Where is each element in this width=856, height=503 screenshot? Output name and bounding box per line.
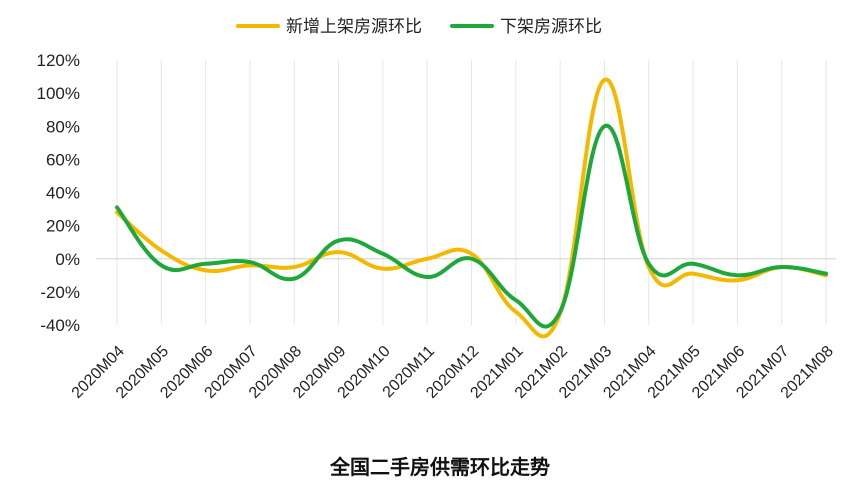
chart-title: 全国二手房供需环比走势 — [329, 455, 550, 479]
legend: 新增上架房源环比 下架房源环比 — [236, 17, 602, 37]
y-tick-label: 100% — [37, 84, 80, 103]
y-tick-label: 0% — [55, 250, 80, 269]
y-tick-label: 60% — [46, 150, 80, 169]
series-layer — [115, 77, 828, 339]
series-line-new-listings — [115, 77, 828, 339]
y-tick-label: 20% — [46, 217, 80, 236]
legend-label-delisted: 下架房源环比 — [500, 17, 602, 37]
y-tick-label: 40% — [46, 184, 80, 203]
y-tick-label: -40% — [40, 316, 80, 335]
grid — [96, 60, 836, 325]
y-tick-label: -20% — [40, 283, 80, 302]
y-axis-ticks: 120% 100% 80% 60% 40% 20% 0% -20% -40% — [37, 51, 80, 335]
y-tick-label: 80% — [46, 117, 80, 136]
x-axis-ticks: 2020M042020M052020M062020M072020M082020M… — [69, 343, 837, 402]
legend-label-new-listings: 新增上架房源环比 — [286, 17, 422, 37]
y-tick-label: 120% — [37, 51, 80, 70]
series-line-delisted — [115, 124, 828, 329]
